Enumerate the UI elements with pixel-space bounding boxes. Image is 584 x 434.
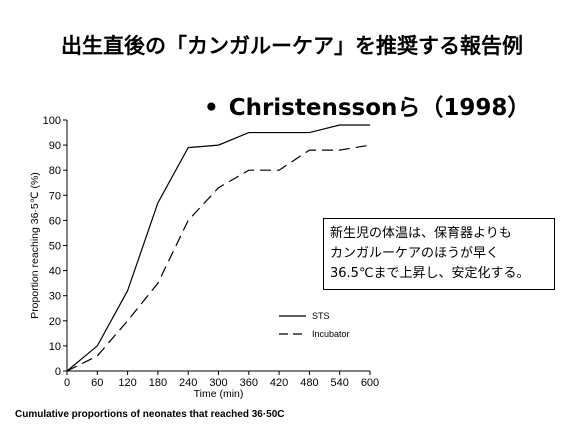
y-tick-label: 30	[49, 291, 61, 303]
x-tick-label: 240	[179, 377, 197, 389]
legend-label-sts: STS	[312, 311, 330, 321]
y-tick-label: 10	[49, 341, 61, 353]
x-tick-label: 60	[91, 377, 103, 389]
x-tick-label: 360	[240, 377, 258, 389]
x-tick-label: 120	[118, 377, 136, 389]
citation-text: Christenssonら（1998）	[228, 95, 531, 121]
x-tick-label: 600	[361, 377, 379, 389]
x-tick-label: 420	[270, 377, 288, 389]
y-tick-label: 0	[55, 366, 61, 378]
summary-callout-box: 新生児の体温は、保育器よりも カンガルーケアのほうが早く 36.5℃まで上昇し、…	[323, 218, 555, 290]
bullet-marker: •	[204, 95, 219, 121]
y-tick-label: 90	[49, 140, 61, 152]
y-tick-label: 100	[43, 115, 61, 127]
x-tick-label: 480	[300, 377, 318, 389]
citation-line: • Christenssonら（1998）	[204, 88, 530, 122]
x-tick-label: 180	[149, 377, 167, 389]
x-axis-title: Time (min)	[194, 388, 244, 400]
callout-line-2: カンガルーケアのほうが早く	[330, 246, 500, 261]
x-tick-label: 300	[209, 377, 227, 389]
y-tick-label: 80	[49, 165, 61, 177]
x-tick-label: 0	[64, 377, 70, 389]
callout-line-1: 新生児の体温は、保育器よりも	[330, 226, 512, 241]
y-tick-label: 40	[49, 266, 61, 278]
series-line-sts	[66, 124, 370, 372]
callout-line-3: 36.5℃まで上昇し、安定化する。	[330, 266, 530, 281]
figure-caption: Cumulative proportions of neonates that …	[15, 409, 285, 420]
x-tick-label: 540	[331, 377, 349, 389]
series-line-incubator	[66, 144, 371, 372]
y-tick-label: 20	[49, 316, 61, 328]
chart-axes: 0 10 20 30 40 50 60 70 80 90 100 0 60 120 180 240 300 360…	[29, 115, 379, 400]
slide-title: 出生直後の「カンガルーケア」を推奨する報告例	[61, 34, 523, 58]
y-axis-title: Proportion reaching 36·5℃ (%)	[29, 172, 41, 319]
chart-legend: STS Incubator	[279, 311, 350, 339]
legend-label-incubator: Incubator	[312, 329, 350, 339]
y-tick-label: 50	[49, 241, 61, 253]
chart-series	[66, 124, 371, 372]
y-tick-label: 70	[49, 190, 61, 202]
y-tick-label: 60	[49, 215, 61, 227]
